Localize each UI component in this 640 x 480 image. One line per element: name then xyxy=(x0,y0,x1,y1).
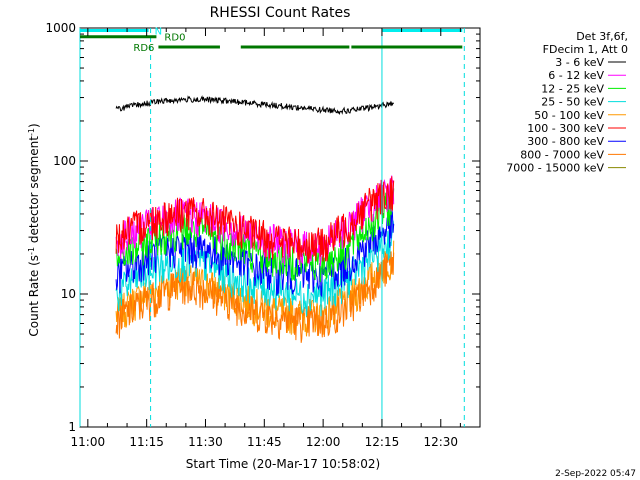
chart-title: RHESSI Count Rates xyxy=(210,5,351,21)
legend-label: 25 - 50 keV xyxy=(541,96,604,109)
legend-label: 100 - 300 keV xyxy=(527,122,604,135)
x-tick-label: 12:00 xyxy=(306,435,341,449)
series-line xyxy=(115,176,395,264)
x-tick-label: 11:00 xyxy=(71,435,106,449)
y-tick-label: 10 xyxy=(61,287,76,301)
segment-label: N xyxy=(155,26,162,37)
x-tick-label: 11:30 xyxy=(188,435,223,449)
y-tick-label: 100 xyxy=(53,154,76,168)
legend-header: Det 3f,6f, xyxy=(576,30,628,43)
series-line xyxy=(115,95,395,116)
timestamp: 2-Sep-2022 05:47 xyxy=(555,469,636,479)
legend-label: 300 - 800 keV xyxy=(527,135,604,148)
axes: 1 10 100 1000 11:00 11:15 11:30 11:45 12:00 12:15… xyxy=(45,21,480,449)
y-axis-label-prefix: Count Rate (s xyxy=(27,255,41,337)
y-tick-label: 1000 xyxy=(45,21,76,35)
y-axis-label-sup1: -1 xyxy=(27,247,36,255)
legend-header: FDecim 1, Att 0 xyxy=(543,43,628,56)
y-tick-label: 1 xyxy=(68,420,76,434)
legend-label: 50 - 100 keV xyxy=(534,109,604,122)
x-tick-label: 12:15 xyxy=(365,435,400,449)
x-tick-label: 11:15 xyxy=(129,435,164,449)
legend-label: 12 - 25 keV xyxy=(541,82,604,95)
legend-label: 7000 - 15000 keV xyxy=(506,162,604,175)
y-axis-label-suffix: ) xyxy=(27,123,41,128)
legend-label: 3 - 6 keV xyxy=(555,56,604,69)
segment-label: RD6 xyxy=(133,43,154,54)
x-axis-label: Start Time (20-Mar-17 10:58:02) xyxy=(186,457,380,471)
legend-label: 6 - 12 keV xyxy=(548,69,604,82)
y-axis-label: Count Rate (s-1 detector segment-1) xyxy=(27,123,42,336)
segment-label: RD0 xyxy=(164,33,185,44)
count-rate-curves xyxy=(115,95,395,343)
y-axis-label-mid: detector segment xyxy=(27,136,41,247)
x-tick-label: 12:30 xyxy=(423,435,458,449)
x-tick-label: 11:45 xyxy=(247,435,282,449)
y-axis-label-sup2: -1 xyxy=(27,128,36,136)
legend-label: 800 - 7000 keV xyxy=(520,148,604,161)
